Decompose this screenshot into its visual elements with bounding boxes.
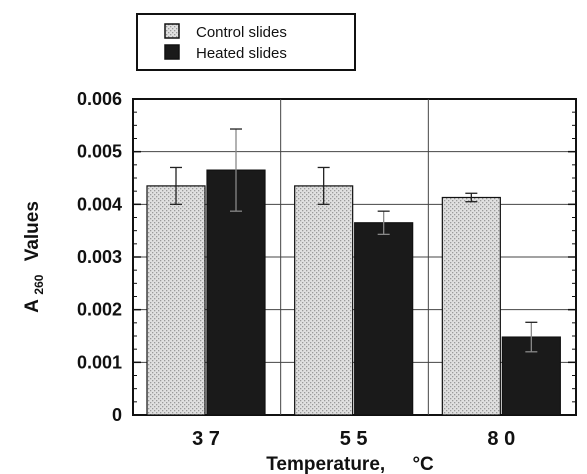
y-tick-label: 0.004	[77, 194, 122, 214]
x-axis: 3 7 5 5 8 0	[192, 428, 515, 450]
y-tick-label: 0.006	[77, 89, 122, 109]
x-tick-label: 5 5	[340, 428, 368, 450]
legend: Control slides Heated slides	[136, 13, 356, 71]
y-axis-title-prefix: A	[22, 299, 43, 313]
bar-control	[441, 196, 501, 416]
y-tick-label: 0.003	[77, 247, 122, 267]
y-axis-title: A 260 Values	[22, 201, 48, 313]
legend-label-control: Control slides	[196, 24, 287, 41]
y-tick-label: 0.002	[77, 300, 122, 320]
x-tick-label: 8 0	[487, 428, 515, 450]
legend-label-heated: Heated slides	[196, 45, 287, 62]
x-axis-title-main: Temperature,	[266, 454, 385, 474]
bar-control	[146, 185, 206, 416]
x-axis-title: Temperature, °C	[266, 454, 434, 474]
y-axis-title-suffix: Values	[22, 201, 43, 261]
y-tick-label: 0.001	[77, 352, 122, 372]
bars	[146, 128, 561, 416]
y-tick-label: 0	[112, 405, 122, 425]
y-axis: 0 0.001 0.002 0.003 0.004 0.005 0.006	[77, 89, 576, 425]
y-tick-label: 0.005	[77, 142, 122, 162]
bar-heated	[354, 222, 414, 416]
bar-control	[294, 185, 354, 416]
y-axis-title-sub: 260	[32, 274, 46, 294]
x-tick-label: 3 7	[192, 428, 220, 450]
x-axis-title-unit: °C	[412, 454, 434, 474]
legend-swatch-heated	[164, 44, 180, 60]
legend-swatch-control	[164, 23, 180, 39]
